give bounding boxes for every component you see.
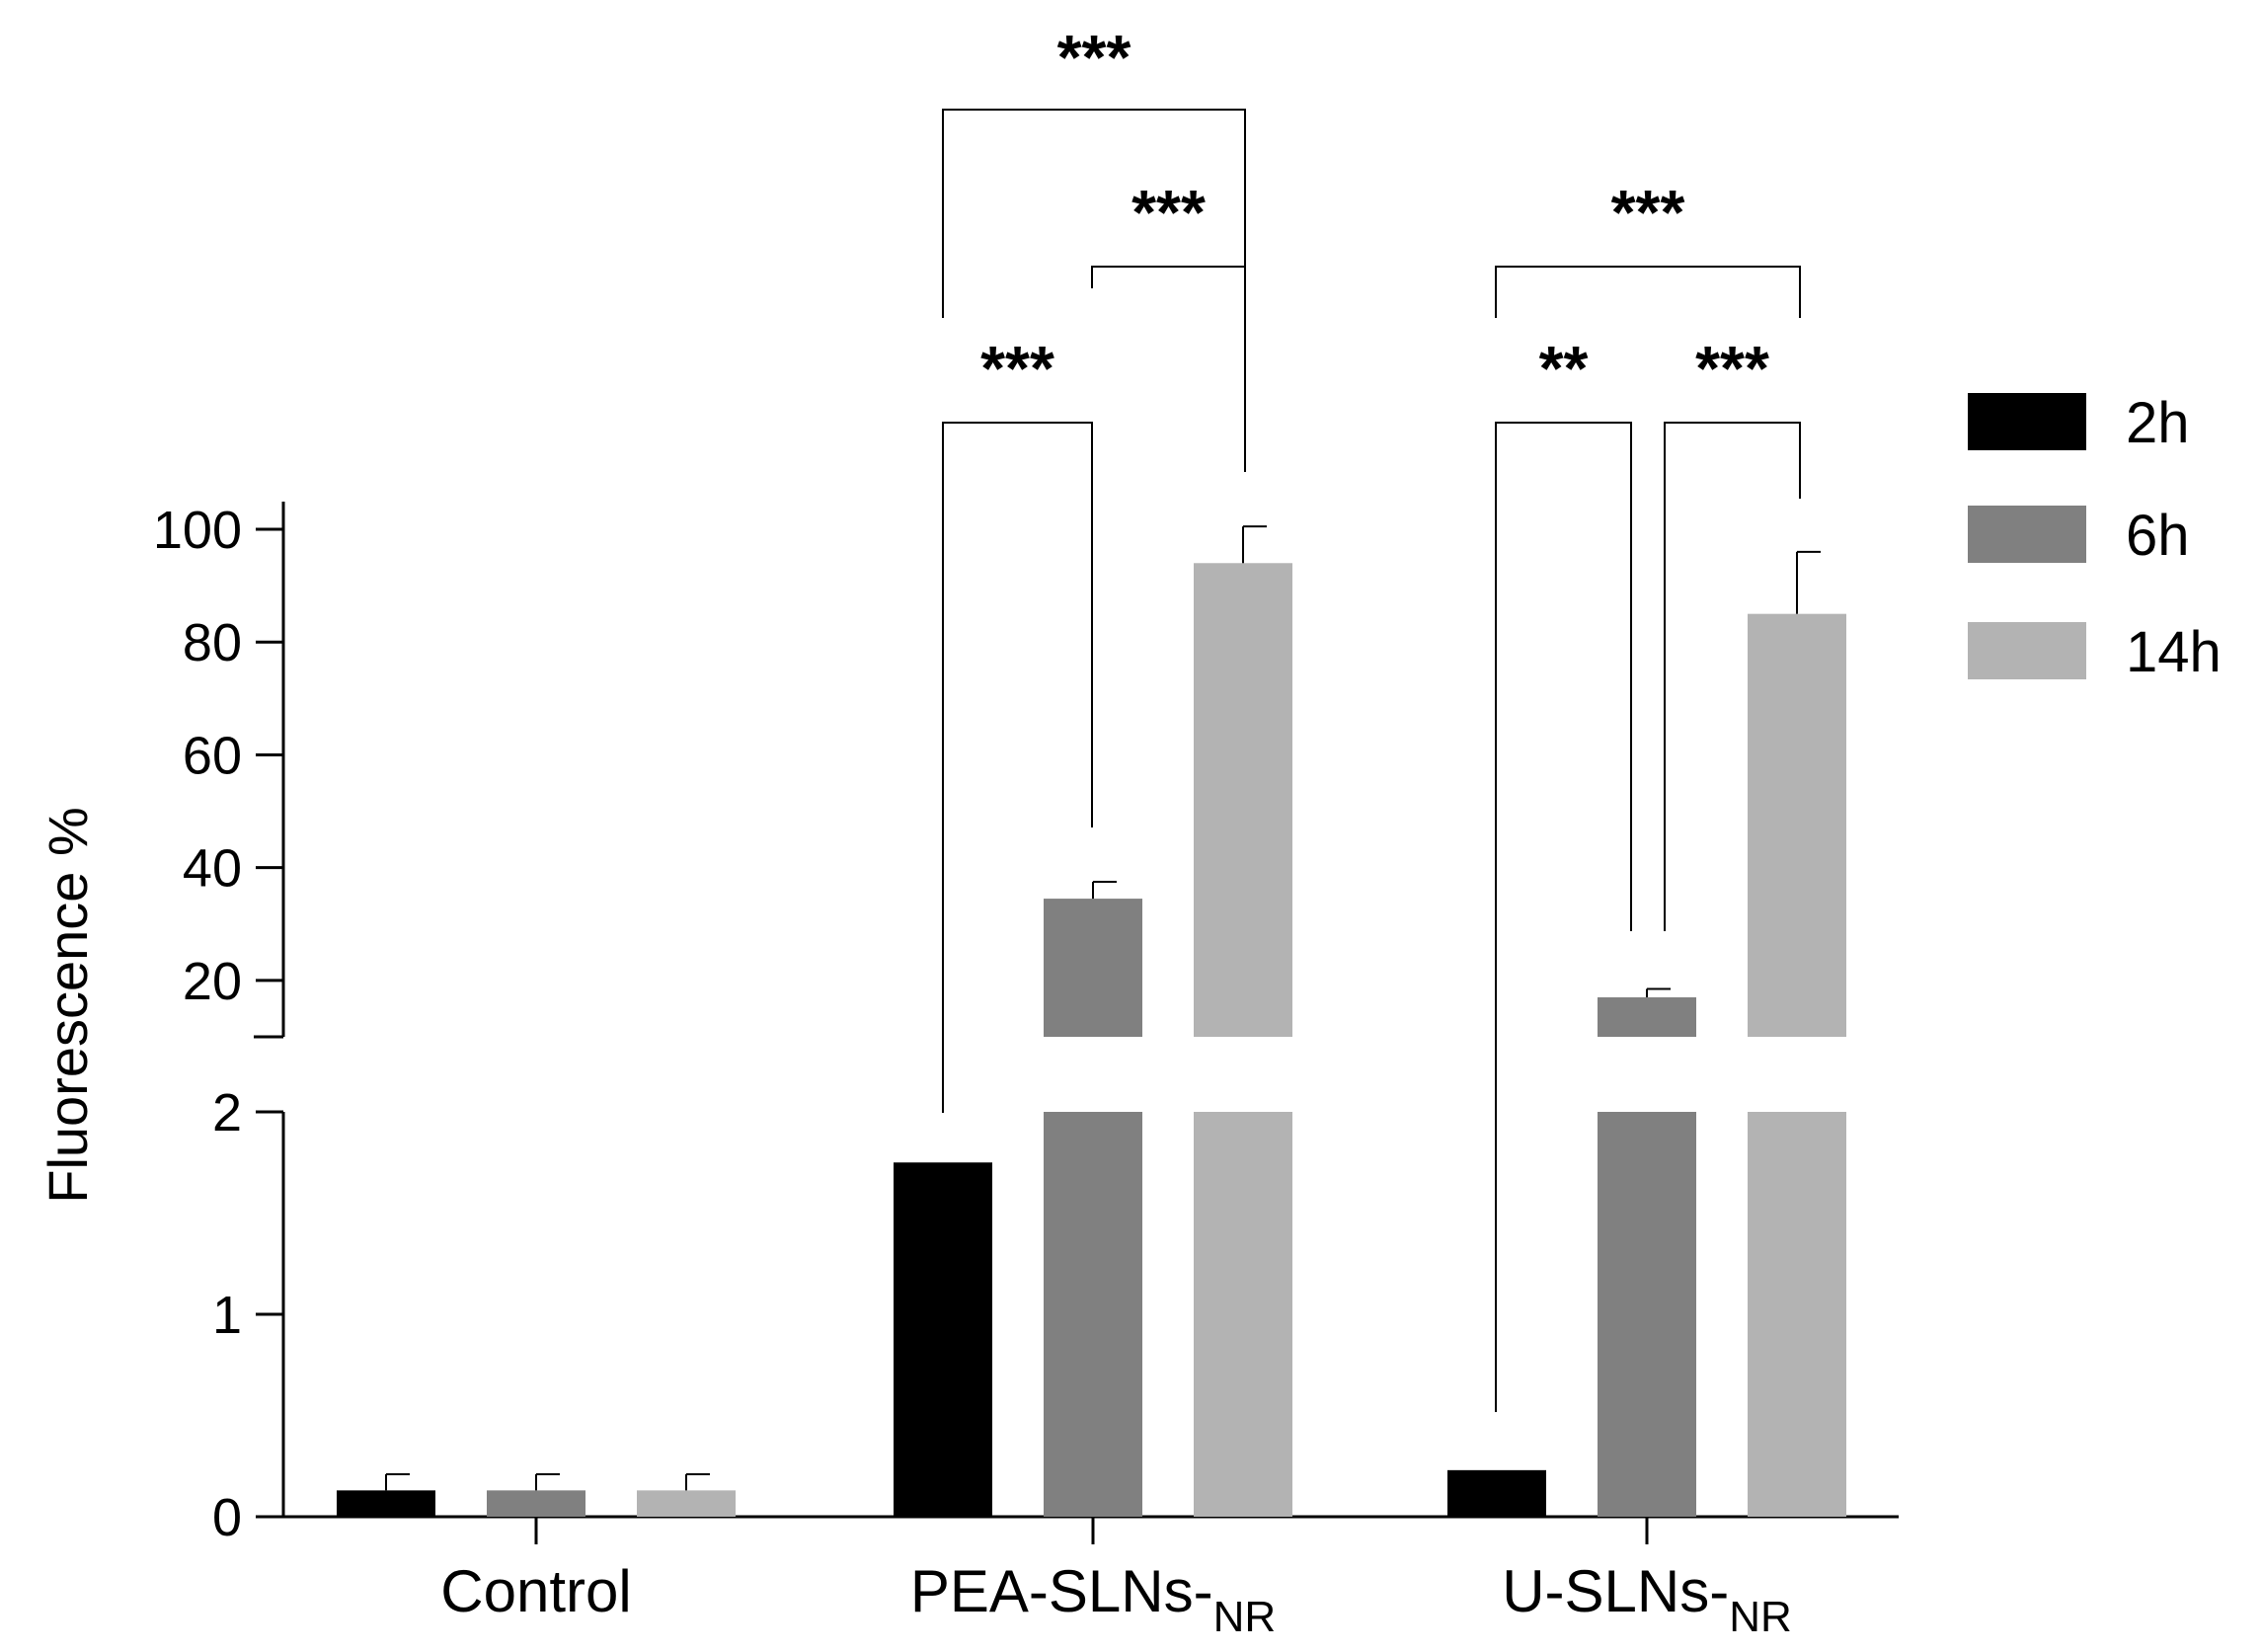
y-axis-title: Fluorescence % xyxy=(37,807,99,1204)
legend-label: 2h xyxy=(2126,391,2190,455)
y-tick-label: 80 xyxy=(183,613,242,672)
y-tick-label: 1 xyxy=(212,1286,242,1345)
y-tick-label: 0 xyxy=(212,1488,242,1547)
significance-label: *** xyxy=(1695,333,1769,404)
bar xyxy=(1598,1112,1696,1517)
bar xyxy=(637,1490,736,1517)
bars xyxy=(337,563,1846,1517)
x-category-label: PEA-SLNs-NR xyxy=(910,1558,1276,1641)
significance-bracket xyxy=(1091,266,1246,472)
significance-bracket xyxy=(1664,422,1801,931)
legend-label: 14h xyxy=(2126,620,2222,684)
y-ticks: 0 1 2 20 40 60 80 100 xyxy=(153,501,283,1547)
bar-upper xyxy=(1194,563,1292,1037)
y-tick-label: 100 xyxy=(153,501,242,560)
significance-bracket xyxy=(942,109,1246,318)
significance-label: *** xyxy=(980,333,1054,404)
legend-label: 6h xyxy=(2126,504,2190,568)
significance-bracket xyxy=(1495,422,1632,1412)
bar xyxy=(1044,1112,1142,1517)
bar-upper xyxy=(1748,613,1846,1037)
y-tick-label: 2 xyxy=(212,1083,242,1142)
bar xyxy=(1194,1112,1292,1517)
significance-brackets: ************** *** xyxy=(942,22,1801,1412)
y-tick-label: 60 xyxy=(183,726,242,785)
error-bars xyxy=(385,525,1821,1491)
x-category-label: U-SLNs-NR xyxy=(1502,1558,1792,1641)
x-category-label: Control xyxy=(440,1558,631,1624)
bar-upper xyxy=(1044,899,1142,1037)
legend: 2h 6h 14h xyxy=(1968,391,2222,684)
bar xyxy=(1748,1112,1846,1517)
bar xyxy=(487,1490,585,1517)
significance-label: *** xyxy=(1057,22,1131,93)
bar xyxy=(1447,1469,1546,1517)
y-tick-label: 40 xyxy=(183,839,242,899)
significance-label: ** xyxy=(1539,333,1589,404)
legend-swatch xyxy=(1968,393,2086,450)
significance-bracket xyxy=(942,422,1093,1113)
significance-label: *** xyxy=(1611,177,1685,248)
bar xyxy=(894,1162,992,1517)
bar xyxy=(337,1490,435,1517)
x-categories: Control PEA-SLNs-NR U-SLNs-NR xyxy=(440,1517,1792,1641)
significance-label: *** xyxy=(1131,177,1206,248)
y-tick-label: 20 xyxy=(183,952,242,1011)
legend-swatch xyxy=(1968,506,2086,563)
bar-upper xyxy=(1598,997,1696,1037)
significance-bracket xyxy=(1495,266,1801,318)
legend-swatch xyxy=(1968,622,2086,679)
